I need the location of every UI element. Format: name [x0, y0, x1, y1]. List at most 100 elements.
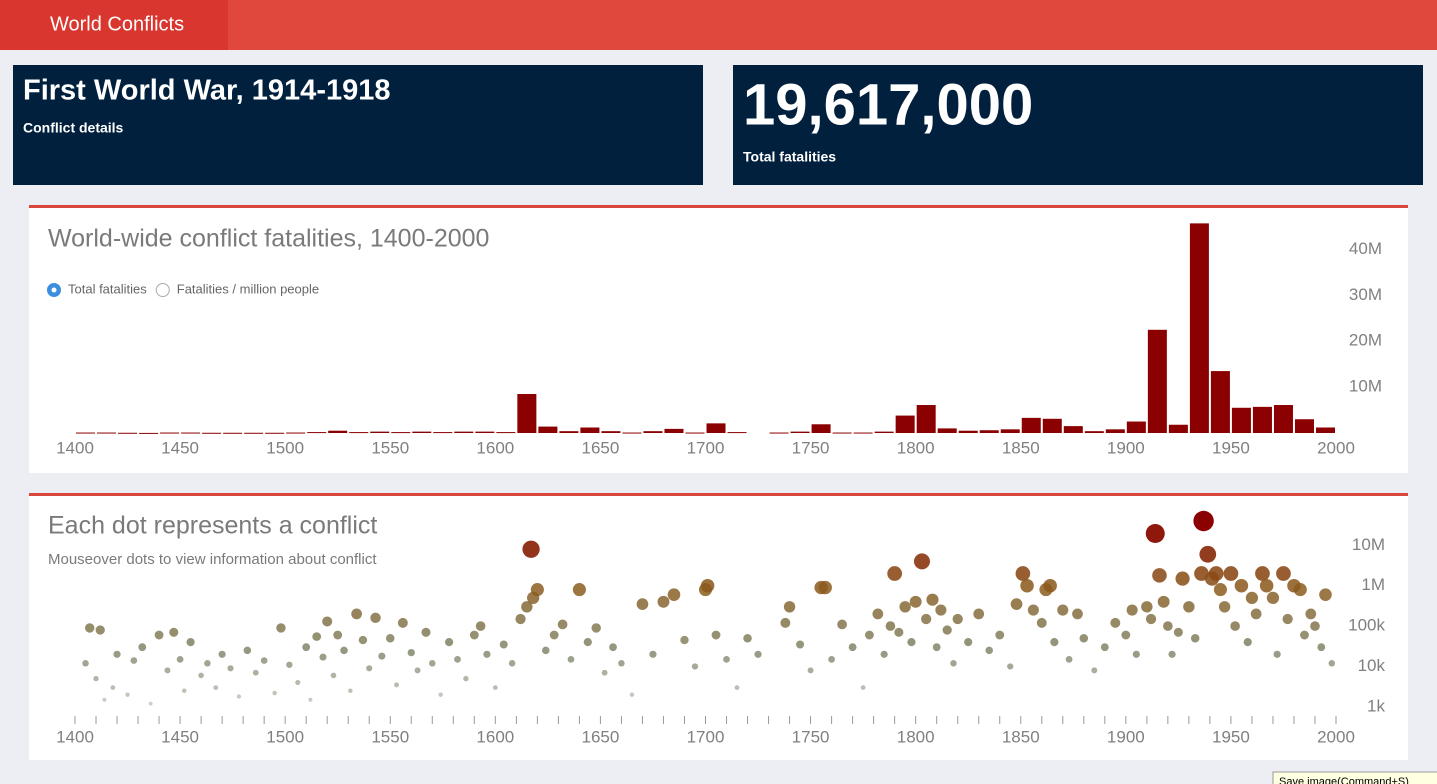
header-title[interactable]: World Conflicts	[50, 13, 184, 35]
bar[interactable]	[1315, 427, 1335, 433]
bar[interactable]	[1105, 429, 1125, 433]
dot[interactable]	[629, 692, 635, 697]
dot[interactable]	[1213, 583, 1227, 597]
dot[interactable]	[899, 601, 911, 613]
bar[interactable]	[349, 432, 369, 434]
dot[interactable]	[973, 608, 985, 620]
header-tab[interactable]	[0, 0, 228, 50]
dot[interactable]	[463, 675, 469, 682]
bar[interactable]	[1231, 407, 1251, 433]
dot[interactable]	[204, 660, 211, 667]
bar[interactable]	[76, 432, 96, 434]
bar[interactable]	[1063, 426, 1083, 433]
dot[interactable]	[508, 660, 516, 667]
dot[interactable]	[198, 672, 204, 679]
dot[interactable]	[213, 685, 219, 690]
bar[interactable]	[139, 432, 159, 434]
dot[interactable]	[276, 623, 286, 633]
dot[interactable]	[176, 655, 184, 663]
bar[interactable]	[769, 432, 789, 434]
dot[interactable]	[333, 630, 343, 640]
dot[interactable]	[1193, 510, 1214, 532]
dot[interactable]	[522, 540, 540, 558]
dot[interactable]	[469, 630, 479, 640]
dot[interactable]	[1110, 617, 1121, 628]
dot[interactable]	[1036, 617, 1047, 628]
dot[interactable]	[370, 612, 381, 624]
dot[interactable]	[894, 627, 904, 637]
bar[interactable]	[937, 428, 957, 433]
dot[interactable]	[308, 697, 313, 702]
dot[interactable]	[236, 694, 242, 699]
dot[interactable]	[1273, 650, 1281, 658]
dot[interactable]	[1168, 650, 1176, 658]
dot[interactable]	[1255, 566, 1270, 581]
dot[interactable]	[1091, 667, 1098, 674]
dot[interactable]	[572, 583, 586, 597]
dot[interactable]	[113, 650, 121, 658]
bar[interactable]	[1168, 424, 1188, 433]
bar[interactable]	[895, 415, 915, 433]
bar[interactable]	[181, 432, 201, 434]
dot[interactable]	[1175, 571, 1190, 586]
dot[interactable]	[743, 633, 752, 643]
dot[interactable]	[125, 692, 130, 697]
bar[interactable]	[202, 432, 222, 434]
dot[interactable]	[1190, 633, 1200, 643]
bar[interactable]	[538, 426, 558, 433]
dot[interactable]	[82, 660, 89, 667]
dot[interactable]	[444, 638, 454, 647]
dot[interactable]	[330, 672, 337, 679]
dot[interactable]	[865, 630, 874, 640]
radio-label[interactable]: Fatalities / million people	[177, 281, 319, 296]
dot[interactable]	[1218, 601, 1231, 613]
dot[interactable]	[1072, 608, 1083, 620]
dot[interactable]	[243, 646, 252, 655]
bar[interactable]	[664, 428, 684, 433]
dot[interactable]	[110, 685, 116, 690]
dot[interactable]	[880, 650, 888, 658]
bar[interactable]	[685, 432, 705, 434]
dot[interactable]	[286, 661, 293, 668]
bar[interactable]	[580, 427, 600, 433]
dot[interactable]	[952, 613, 963, 625]
bar[interactable]	[958, 430, 978, 433]
bar[interactable]	[559, 431, 579, 433]
dot[interactable]	[1317, 643, 1326, 652]
bar[interactable]	[475, 431, 495, 433]
dot[interactable]	[1157, 595, 1170, 608]
dot[interactable]	[583, 638, 592, 647]
bar[interactable]	[97, 432, 117, 434]
dot[interactable]	[818, 580, 832, 595]
dot[interactable]	[887, 566, 903, 581]
bar[interactable]	[1273, 405, 1293, 433]
bar[interactable]	[727, 432, 747, 434]
dot[interactable]	[783, 601, 796, 613]
dot[interactable]	[1010, 598, 1023, 610]
dot[interactable]	[530, 583, 544, 597]
bar[interactable]	[454, 431, 474, 433]
dot[interactable]	[1305, 608, 1317, 620]
dot[interactable]	[1020, 578, 1034, 593]
bar[interactable]	[832, 432, 852, 434]
dot[interactable]	[848, 643, 857, 652]
dot[interactable]	[1121, 630, 1131, 640]
dot[interactable]	[1310, 621, 1320, 631]
dot[interactable]	[1079, 633, 1089, 643]
bar[interactable]	[874, 431, 894, 433]
dot[interactable]	[964, 638, 973, 647]
dot[interactable]	[1126, 604, 1138, 616]
dot[interactable]	[164, 667, 171, 674]
bar[interactable]	[1252, 406, 1272, 433]
dot[interactable]	[492, 685, 498, 690]
dot[interactable]	[1243, 638, 1252, 647]
bar[interactable]	[622, 432, 642, 434]
dot[interactable]	[609, 643, 617, 652]
bar[interactable]	[1021, 417, 1041, 433]
dot[interactable]	[1057, 604, 1069, 616]
bar[interactable]	[370, 431, 390, 433]
bar[interactable]	[265, 432, 285, 434]
dot[interactable]	[272, 690, 277, 696]
dot[interactable]	[499, 640, 508, 649]
bar[interactable]	[517, 394, 537, 433]
